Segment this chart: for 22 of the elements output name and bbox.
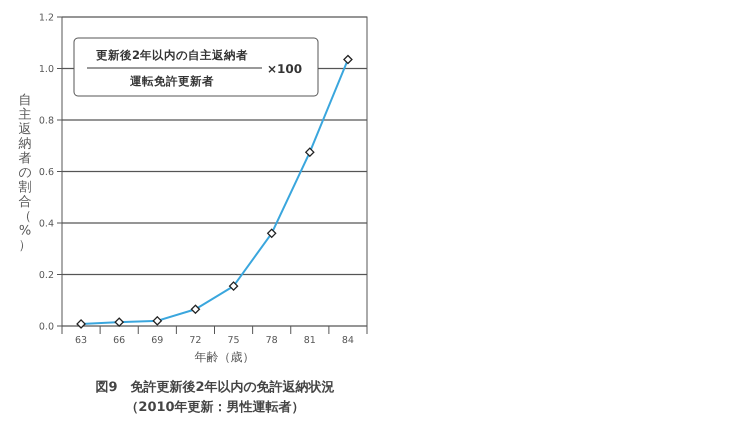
x-tick-label: 78 [266,335,278,346]
y-tick-label: 0.4 [38,218,54,230]
text: （2010年更新：男性運転者） [125,399,305,415]
y-tick-label: 0.8 [38,116,54,126]
x-axis-title: 年齢（歳） [194,350,254,364]
x-tick-label: 69 [151,335,164,346]
x-tick-label: 75 [228,335,240,346]
text: 図9 免許更新後2年以内の免許返納状況 [95,379,335,395]
annotation: ×100 [267,62,302,76]
x-tick-label: 63 [75,335,88,346]
x-tick-label: 81 [304,335,316,346]
x-tick-label: 66 [113,335,126,346]
x-tick-label: 72 [189,335,202,346]
y-tick-label: 1.0 [38,64,54,75]
y-tick-label: 0.6 [38,167,54,178]
x-tick-label: 84 [342,335,354,346]
annotation: 運転免許更新者 [129,74,214,88]
y-tick-label: 0.0 [38,322,54,332]
y-tick-label: 0.2 [38,270,54,281]
annotation: 更新後2年以内の自主返納者 [96,48,248,62]
text: 自主返納者の割合（%） [18,93,32,253]
y-tick-label: 1.2 [38,12,54,24]
